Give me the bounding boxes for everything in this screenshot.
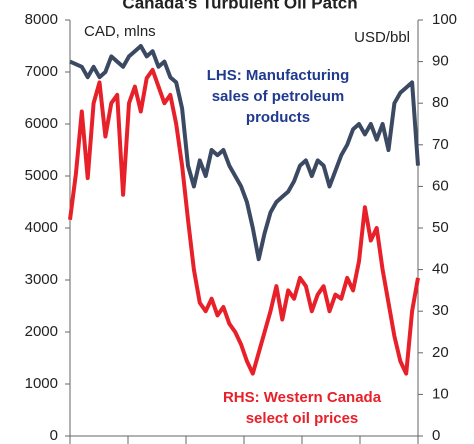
chart-title: Canada's Turbulent Oil Patch: [122, 0, 357, 12]
y-tick-label: 1000: [25, 375, 58, 392]
y-tick-label: 5000: [25, 167, 58, 184]
y-axis-label: CAD, mlns: [84, 23, 156, 40]
y2-tick-label: 80: [432, 94, 449, 111]
y-tick-label: 8000: [25, 11, 58, 28]
y-tick-label: 7000: [25, 63, 58, 80]
y2-tick-label: 60: [432, 177, 449, 194]
y2-tick-label: 20: [432, 344, 449, 361]
series-line: [68, 67, 420, 376]
y-tick-label: 0: [50, 427, 58, 444]
y2-tick-label: 90: [432, 53, 449, 70]
y-tick-label: 2000: [25, 323, 58, 340]
y-tick-label: 3000: [25, 271, 58, 288]
y2-tick-label: 100: [432, 11, 457, 28]
y-tick-label: 4000: [25, 219, 58, 236]
y2-tick-label: 10: [432, 385, 449, 402]
annotation: sales of petroleum: [212, 88, 345, 105]
y2-tick-label: 70: [432, 136, 449, 153]
y2-tick-label: 0: [432, 427, 440, 444]
y2-tick-label: 40: [432, 261, 449, 278]
y2-axis-label: USD/bbl: [354, 29, 410, 46]
y-tick-label: 6000: [25, 115, 58, 132]
annotation: RHS: Western Canada: [223, 389, 382, 406]
annotation: select oil prices: [246, 410, 359, 427]
annotation: products: [246, 109, 310, 126]
y2-tick-label: 30: [432, 302, 449, 319]
series-line: [69, 44, 420, 262]
annotation: LHS: Manufacturing: [207, 67, 350, 84]
y2-tick-label: 50: [432, 219, 449, 236]
